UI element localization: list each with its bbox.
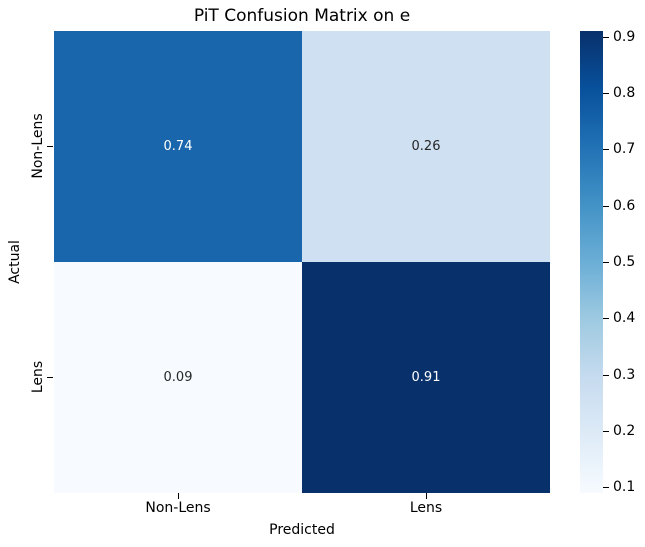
- colorbar-tick-label: 0.9: [613, 28, 636, 45]
- cell-value: 0.26: [411, 139, 441, 154]
- heatmap-cell-nonlens-lens: 0.26: [302, 31, 550, 262]
- colorbar-tick-label: 0.7: [613, 141, 636, 158]
- colorbar-tick-label: 0.6: [613, 197, 636, 214]
- heatmap-cell-lens-nonlens: 0.09: [54, 262, 302, 493]
- colorbar-tick-label: 0.3: [613, 366, 636, 383]
- colorbar-tick-mark: [603, 149, 609, 151]
- colorbar-tick-label: 0.1: [613, 479, 636, 496]
- colorbar-tick-mark: [603, 374, 609, 376]
- colorbar: [580, 31, 603, 493]
- colorbar-tick-mark: [603, 93, 609, 94]
- colorbar-tick-mark: [603, 205, 609, 207]
- y-tick-label-lens: Lens: [30, 360, 46, 394]
- y-tick-mark-nonlens: [47, 146, 53, 147]
- colorbar-tick-label: 0.5: [613, 254, 636, 270]
- colorbar-tick-mark: [603, 318, 609, 320]
- colorbar-tick-mark: [603, 431, 609, 432]
- colorbar-tick-label: 0.8: [613, 85, 636, 101]
- chart-title: PiT Confusion Matrix on e: [193, 6, 411, 26]
- heatmap-grid: 0.74 0.26 0.09 0.91: [54, 31, 550, 493]
- x-axis-label: Predicted: [269, 522, 335, 538]
- x-tick-label-nonlens: Non-Lens: [145, 500, 211, 516]
- y-axis-label: Actual: [7, 240, 23, 284]
- heatmap-cell-nonlens-nonlens: 0.74: [54, 31, 302, 262]
- colorbar-tick-mark: [603, 36, 609, 38]
- x-tick-mark-nonlens: [178, 493, 179, 499]
- cell-value: 0.74: [163, 139, 193, 154]
- cell-value: 0.91: [411, 370, 441, 385]
- cell-value: 0.09: [163, 370, 193, 385]
- colorbar-tick-mark: [603, 262, 609, 263]
- heatmap-cell-lens-lens: 0.91: [302, 262, 550, 493]
- x-tick-mark-lens: [426, 493, 427, 499]
- y-tick-label-nonlens: Non-Lens: [30, 113, 46, 179]
- colorbar-tick-label: 0.4: [613, 310, 636, 327]
- y-tick-mark-lens: [47, 377, 53, 378]
- colorbar-tick-mark: [603, 487, 609, 489]
- x-tick-label-lens: Lens: [409, 500, 443, 516]
- colorbar-tick-label: 0.2: [613, 423, 636, 439]
